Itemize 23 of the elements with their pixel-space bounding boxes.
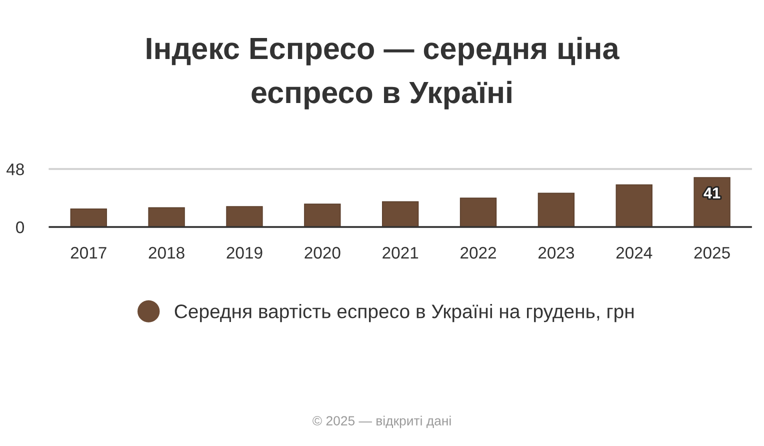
x-tick-label: 2024 <box>616 246 652 259</box>
y-tick-label: 0 <box>16 221 24 234</box>
bar <box>460 198 497 228</box>
bar <box>70 208 107 228</box>
legend-label: Середня вартість еспресо в Україні на грудень, грн <box>174 304 634 322</box>
chart-title: Індекс Еспресо — середня ціна еспресо в Україні <box>146 36 620 110</box>
x-tick-label: 2019 <box>226 246 262 259</box>
bar <box>304 204 341 228</box>
x-tick-label: 2018 <box>148 246 184 259</box>
data-label: 41 <box>704 188 720 198</box>
x-tick-label: 2022 <box>460 246 496 259</box>
x-tick-label: 2020 <box>304 246 340 259</box>
x-tick-label: 2017 <box>70 246 106 259</box>
x-tick-label: 2025 <box>694 246 730 259</box>
bar <box>538 192 575 228</box>
y-tick-label: 48 <box>6 163 24 176</box>
bar <box>382 201 419 228</box>
text: © 2025 — відкриті дані <box>312 416 451 428</box>
x-tick-label: 2021 <box>382 246 418 259</box>
bar <box>226 206 263 228</box>
bar <box>148 207 185 228</box>
x-tick-label: 2023 <box>538 246 574 259</box>
bar <box>616 184 652 228</box>
